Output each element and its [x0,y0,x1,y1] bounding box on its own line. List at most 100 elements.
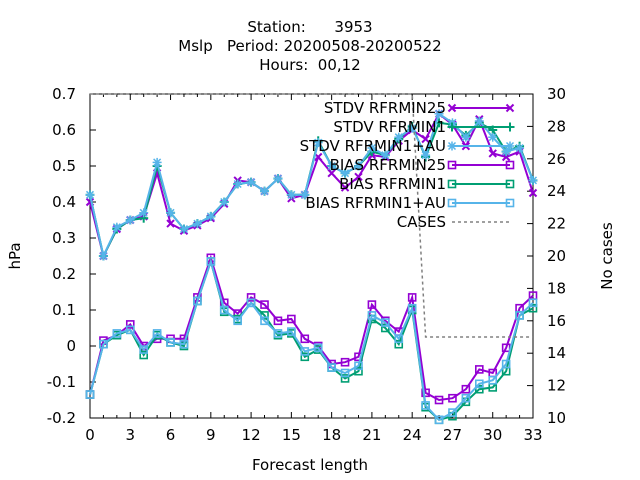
data-point [447,179,457,189]
y-tick-label: 0.7 [52,85,76,103]
data-point [488,375,498,385]
data-point [139,350,148,360]
data-point [125,320,135,329]
x-tick-label: 9 [206,426,216,444]
data-point [287,327,296,336]
legend-label: CASES [397,213,446,231]
data-point [475,379,484,389]
legend-item: BIAS RFRMIN1+AU [305,194,515,212]
x-axis-label: Forecast length [252,456,368,474]
legend-label: STDV RFRMIN25 [324,99,446,117]
series-stdv-rfrmin1-au [85,109,538,261]
legend-label: STDV RFRMIN1 [333,118,446,136]
chart-title: Station: 3953 Mslp Period: 20200508-2020… [178,18,441,74]
y-tick-label: 0.6 [52,121,76,139]
data-point [139,345,148,354]
data-point [300,334,310,344]
y-tick-label: -0.2 [47,409,76,427]
data-point [206,257,216,266]
data-point [327,168,336,178]
data-point [179,339,189,349]
y2-tick-label: 28 [547,117,566,135]
data-point [85,197,95,207]
data-point [166,338,175,347]
data-point [528,303,538,313]
data-point [505,103,515,113]
data-point [447,160,457,170]
title-line-2: Mslp Period: 20200508-20200522 [178,37,441,55]
x-tick-label: 33 [523,426,542,444]
data-point [287,314,296,324]
y-tick-label: 0 [66,337,76,355]
y2-tick-label: 16 [547,312,566,330]
title-line-3: Hours: 00,12 [259,56,360,74]
data-point [394,339,404,349]
series-line [89,254,534,402]
data-point [246,293,256,302]
data-point [447,198,457,208]
y-tick-label: 0.4 [52,193,76,211]
data-point [421,388,430,398]
data-point [461,393,471,403]
data-point [273,316,283,326]
data-point [434,395,444,405]
data-point [367,311,377,320]
x-tick-label: 18 [322,426,341,444]
y-tick-label: 0.3 [52,229,76,247]
y2-tick-label: 26 [547,150,566,168]
y-tick-label: -0.1 [47,373,76,391]
data-point [461,384,471,394]
data-point [340,374,350,383]
data-point [475,365,484,374]
data-point [505,198,515,208]
data-point [193,296,202,306]
series-line [89,112,534,260]
data-point [528,298,538,308]
y2-tick-label: 18 [547,279,566,297]
data-point [233,316,242,326]
legend-item: BIAS RFRMIN1 [339,175,515,193]
data-point [260,316,269,326]
data-point [421,401,430,410]
y-axis-label: hPa [6,242,24,269]
y2-tick-label: 20 [547,247,566,265]
series-bias-rfrmin1-au [85,257,538,425]
series-cases [90,93,533,338]
y2-tick-label: 12 [547,377,566,395]
data-point [219,305,229,315]
data-point [505,179,515,189]
legend-item: STDV RFRMIN1 [333,118,515,136]
data-point [300,352,310,362]
data-point [381,318,390,327]
data-point [314,152,323,162]
plot-area: 0 3 6 9 12 15 18 21 24 27 30 33 -0.2 -0.1 0 0.1 0.2 0.3 0.… [47,85,566,444]
y-tick-label: 0.1 [52,301,76,319]
data-point [475,384,484,394]
data-point [313,343,323,353]
x-tick-label: 15 [282,426,301,444]
legend-item: CASES [397,213,510,231]
data-point [407,293,417,302]
data-point [354,172,363,182]
data-point [273,329,283,338]
legend-label: BIAS RFRMIN1+AU [305,194,446,212]
y2-tick-label: 14 [547,344,566,362]
x-tick-label: 30 [483,426,502,444]
legend-item: BIAS RFRMIN25 [330,156,515,174]
series-line [89,112,534,259]
x-tick-label: 0 [85,426,95,444]
data-point [340,183,350,192]
data-point [448,408,457,417]
data-point [246,298,256,308]
data-point [505,160,515,170]
x-tick-label: 21 [362,426,381,444]
legend-item: STDV RFRMIN25 [324,99,515,117]
series-line [90,93,533,338]
data-point [152,329,162,338]
x-tick-label: 3 [125,426,135,444]
series-layer [85,93,538,425]
data-point [166,219,175,228]
data-point [354,366,363,376]
